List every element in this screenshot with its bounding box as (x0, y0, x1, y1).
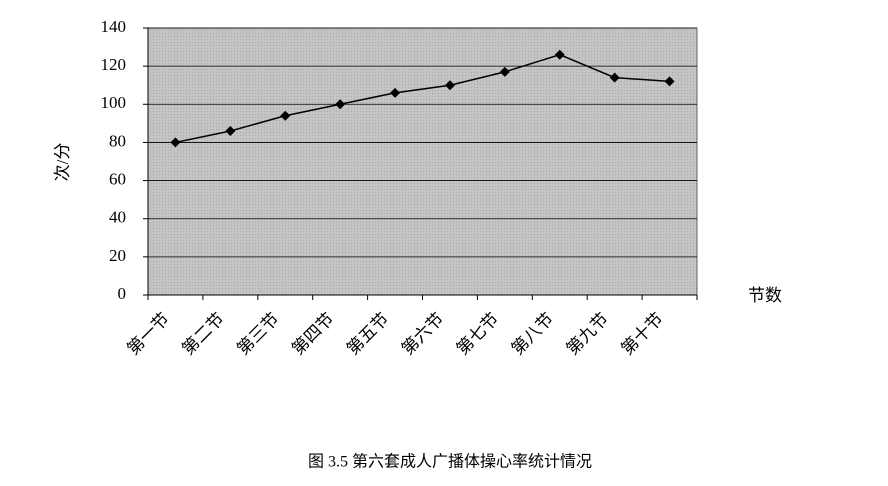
marker (554, 49, 565, 60)
y-tick-label: 0 (118, 284, 127, 303)
marker (444, 80, 455, 91)
y-tick-label: 100 (101, 93, 127, 112)
x-tick-label: 第四节 (288, 309, 337, 358)
plot-area (147, 27, 698, 296)
line (175, 53, 670, 144)
y-tick-label: 80 (109, 131, 126, 150)
marker (225, 125, 236, 136)
y-tick-label: 120 (101, 55, 127, 74)
y-tick-label: 140 (101, 17, 127, 36)
x-tick-label: 第一节 (124, 309, 173, 358)
y-tick-label: 20 (109, 246, 126, 265)
x-axis-label: 节数 (748, 286, 782, 305)
x-tick-label: 第五节 (343, 309, 392, 358)
x-tick-label: 第八节 (508, 309, 557, 358)
x-tick-label: 第三节 (233, 309, 282, 358)
marker (609, 72, 620, 83)
y-axis-label: 次/分 (53, 143, 72, 182)
marker (390, 87, 401, 98)
x-tick-label: 第十节 (618, 309, 667, 358)
x-tick-label: 第七节 (453, 309, 502, 358)
caption: 图 3.5 第六套成人广播体操心率统计情况 (308, 453, 592, 471)
x-tick-label: 第六节 (398, 309, 447, 358)
marker (499, 66, 510, 77)
y-tick-label: 60 (109, 169, 126, 188)
marker (664, 76, 675, 87)
x-tick-label: 第九节 (563, 309, 612, 358)
x-tick-label: 第二节 (178, 309, 227, 358)
marker (170, 137, 181, 148)
marker (335, 99, 346, 110)
y-tick-label: 40 (109, 208, 126, 227)
marker (280, 110, 291, 121)
